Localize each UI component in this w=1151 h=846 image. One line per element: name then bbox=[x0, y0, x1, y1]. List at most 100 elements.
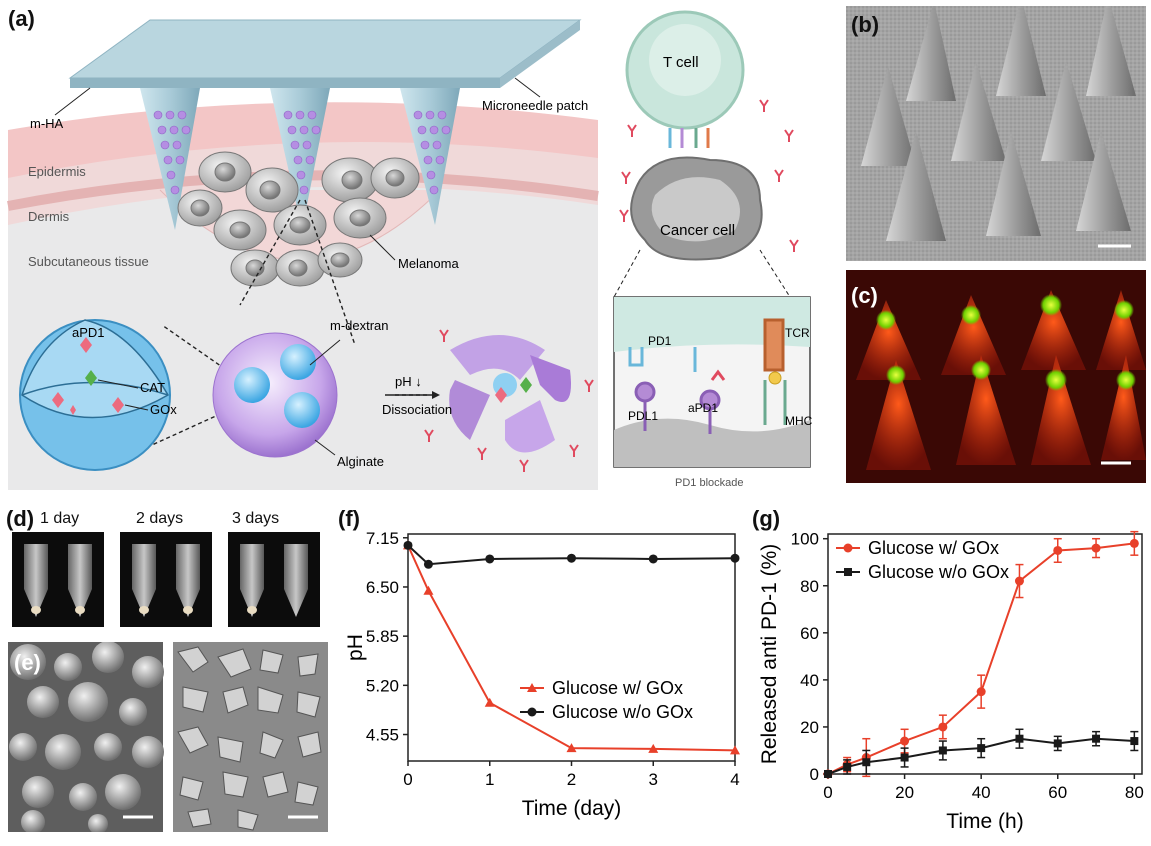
x-tick-label: 1 bbox=[485, 770, 494, 789]
chart-release-vs-time: 0 20 40 60 80 0 20 40 60 80 100 Time (h) Released an… bbox=[758, 530, 1144, 833]
data-point bbox=[423, 559, 433, 569]
data-point bbox=[403, 540, 413, 550]
pd1-blockade-illustration: T cell Cancer cell PD1 PDL1 aPD1 TCR MHC… bbox=[613, 10, 813, 489]
data-point bbox=[900, 753, 909, 762]
sem-particle-images bbox=[8, 642, 328, 832]
data-point bbox=[1053, 739, 1062, 748]
apd1-label: aPD1 bbox=[72, 325, 105, 340]
chart-ph-vs-time: 0 1 2 3 4 7.15 6.50 5.85 5.20 4.55 Time (day) pH Glu… bbox=[344, 529, 740, 820]
day3-label: 3 days bbox=[232, 510, 280, 527]
gox-label: GOx bbox=[150, 402, 177, 417]
data-point bbox=[1053, 545, 1063, 555]
melanoma-label: Melanoma bbox=[398, 256, 459, 271]
series-line bbox=[827, 542, 1135, 775]
m-ha-label: m-HA bbox=[30, 116, 64, 131]
microneedle-patch-label: Microneedle patch bbox=[482, 98, 588, 113]
day1-label: 1 day bbox=[40, 510, 80, 527]
dissociated-fragments bbox=[449, 335, 571, 453]
x-tick-label: 0 bbox=[823, 783, 832, 802]
data-point bbox=[1130, 737, 1139, 746]
series-1 bbox=[824, 728, 1139, 778]
pd1-label: PD1 bbox=[648, 334, 672, 348]
dermis-label: Dermis bbox=[28, 209, 70, 224]
data-point bbox=[567, 553, 576, 563]
x-tick-label: 80 bbox=[1125, 783, 1144, 802]
y-axis-label: Released anti PD-1 (%) bbox=[758, 544, 781, 765]
series-line bbox=[827, 737, 1135, 775]
data-point bbox=[900, 736, 910, 746]
data-point bbox=[485, 554, 495, 564]
legend-marker bbox=[843, 543, 853, 553]
cat-label: CAT bbox=[140, 380, 165, 395]
data-point bbox=[423, 585, 434, 595]
mhc-label: MHC bbox=[785, 414, 813, 428]
legend-label: Glucose w/o GOx bbox=[552, 702, 693, 722]
sem-microneedle-image bbox=[846, 6, 1146, 261]
y-axis-label: pH bbox=[344, 634, 367, 661]
panel-e-label: (e) bbox=[14, 650, 41, 675]
y-tick-label: 40 bbox=[800, 671, 819, 690]
panel-g-label: (g) bbox=[752, 506, 781, 531]
y-tick-label: 20 bbox=[800, 718, 819, 737]
day2-label: 2 days bbox=[136, 510, 184, 527]
data-point bbox=[862, 758, 871, 767]
antibody-glyphs bbox=[424, 329, 594, 472]
legend-marker bbox=[527, 683, 537, 692]
epidermis-label: Epidermis bbox=[28, 164, 86, 179]
x-tick-label: 60 bbox=[1048, 783, 1067, 802]
panel-a-label: (a) bbox=[8, 6, 35, 31]
dissociation-label: Dissociation bbox=[382, 402, 452, 417]
legend-label: Glucose w/o GOx bbox=[868, 562, 1009, 582]
series-0 bbox=[403, 540, 740, 755]
x-tick-label: 40 bbox=[972, 783, 991, 802]
x-tick-label: 20 bbox=[895, 783, 914, 802]
series-1 bbox=[403, 540, 740, 569]
ph-label: pH ↓ bbox=[395, 374, 422, 389]
x-tick-label: 3 bbox=[649, 770, 658, 789]
m-dextran-label: m-dextran bbox=[330, 318, 389, 333]
x-tick-label: 4 bbox=[730, 770, 739, 789]
data-point bbox=[1015, 734, 1024, 743]
data-point bbox=[824, 770, 832, 778]
t-cell-label: T cell bbox=[663, 54, 699, 71]
y-tick-label: 7.15 bbox=[366, 529, 399, 548]
data-point bbox=[938, 746, 947, 755]
data-point bbox=[566, 743, 577, 753]
y-tick-label: 5.20 bbox=[366, 676, 399, 695]
series-line bbox=[407, 544, 736, 752]
data-point bbox=[730, 553, 740, 563]
legend-label: Glucose w/ GOx bbox=[868, 538, 999, 558]
data-point bbox=[648, 554, 658, 564]
cancer-cell-label: Cancer cell bbox=[660, 222, 735, 239]
y-tick-label: 80 bbox=[800, 577, 819, 596]
data-point bbox=[484, 697, 495, 707]
x-axis-label: Time (day) bbox=[522, 797, 622, 820]
pdl1-label: PDL1 bbox=[628, 409, 658, 423]
y-tick-label: 5.85 bbox=[366, 627, 399, 646]
data-point bbox=[1092, 734, 1101, 743]
melanoma-cells bbox=[177, 151, 420, 287]
panel-f-label: (f) bbox=[338, 506, 360, 531]
data-point bbox=[1091, 543, 1101, 553]
x-axis-label: Time (h) bbox=[946, 810, 1023, 833]
x-tick-label: 0 bbox=[403, 770, 412, 789]
series-line bbox=[407, 544, 736, 566]
plot-frame bbox=[827, 533, 1143, 775]
panel-c-label: (c) bbox=[851, 283, 878, 308]
panel-b-label: (b) bbox=[851, 12, 880, 37]
apd1-box-label: aPD1 bbox=[688, 401, 718, 415]
y-tick-label: 4.55 bbox=[366, 726, 399, 745]
data-point bbox=[648, 743, 659, 753]
microneedle-patch bbox=[68, 19, 582, 79]
subcutaneous-label: Subcutaneous tissue bbox=[28, 254, 149, 269]
y-tick-label: 6.50 bbox=[366, 578, 399, 597]
data-point bbox=[1014, 576, 1024, 586]
data-point bbox=[938, 722, 948, 732]
plot-frame bbox=[407, 533, 736, 762]
legend-marker bbox=[844, 568, 852, 576]
tcr-label: TCR bbox=[785, 326, 810, 340]
schematic-illustration: m-HA Microneedle patch Epidermis Dermis … bbox=[7, 19, 599, 490]
legend-marker bbox=[527, 707, 537, 717]
alginate-bead bbox=[212, 332, 338, 458]
data-point bbox=[730, 745, 740, 755]
